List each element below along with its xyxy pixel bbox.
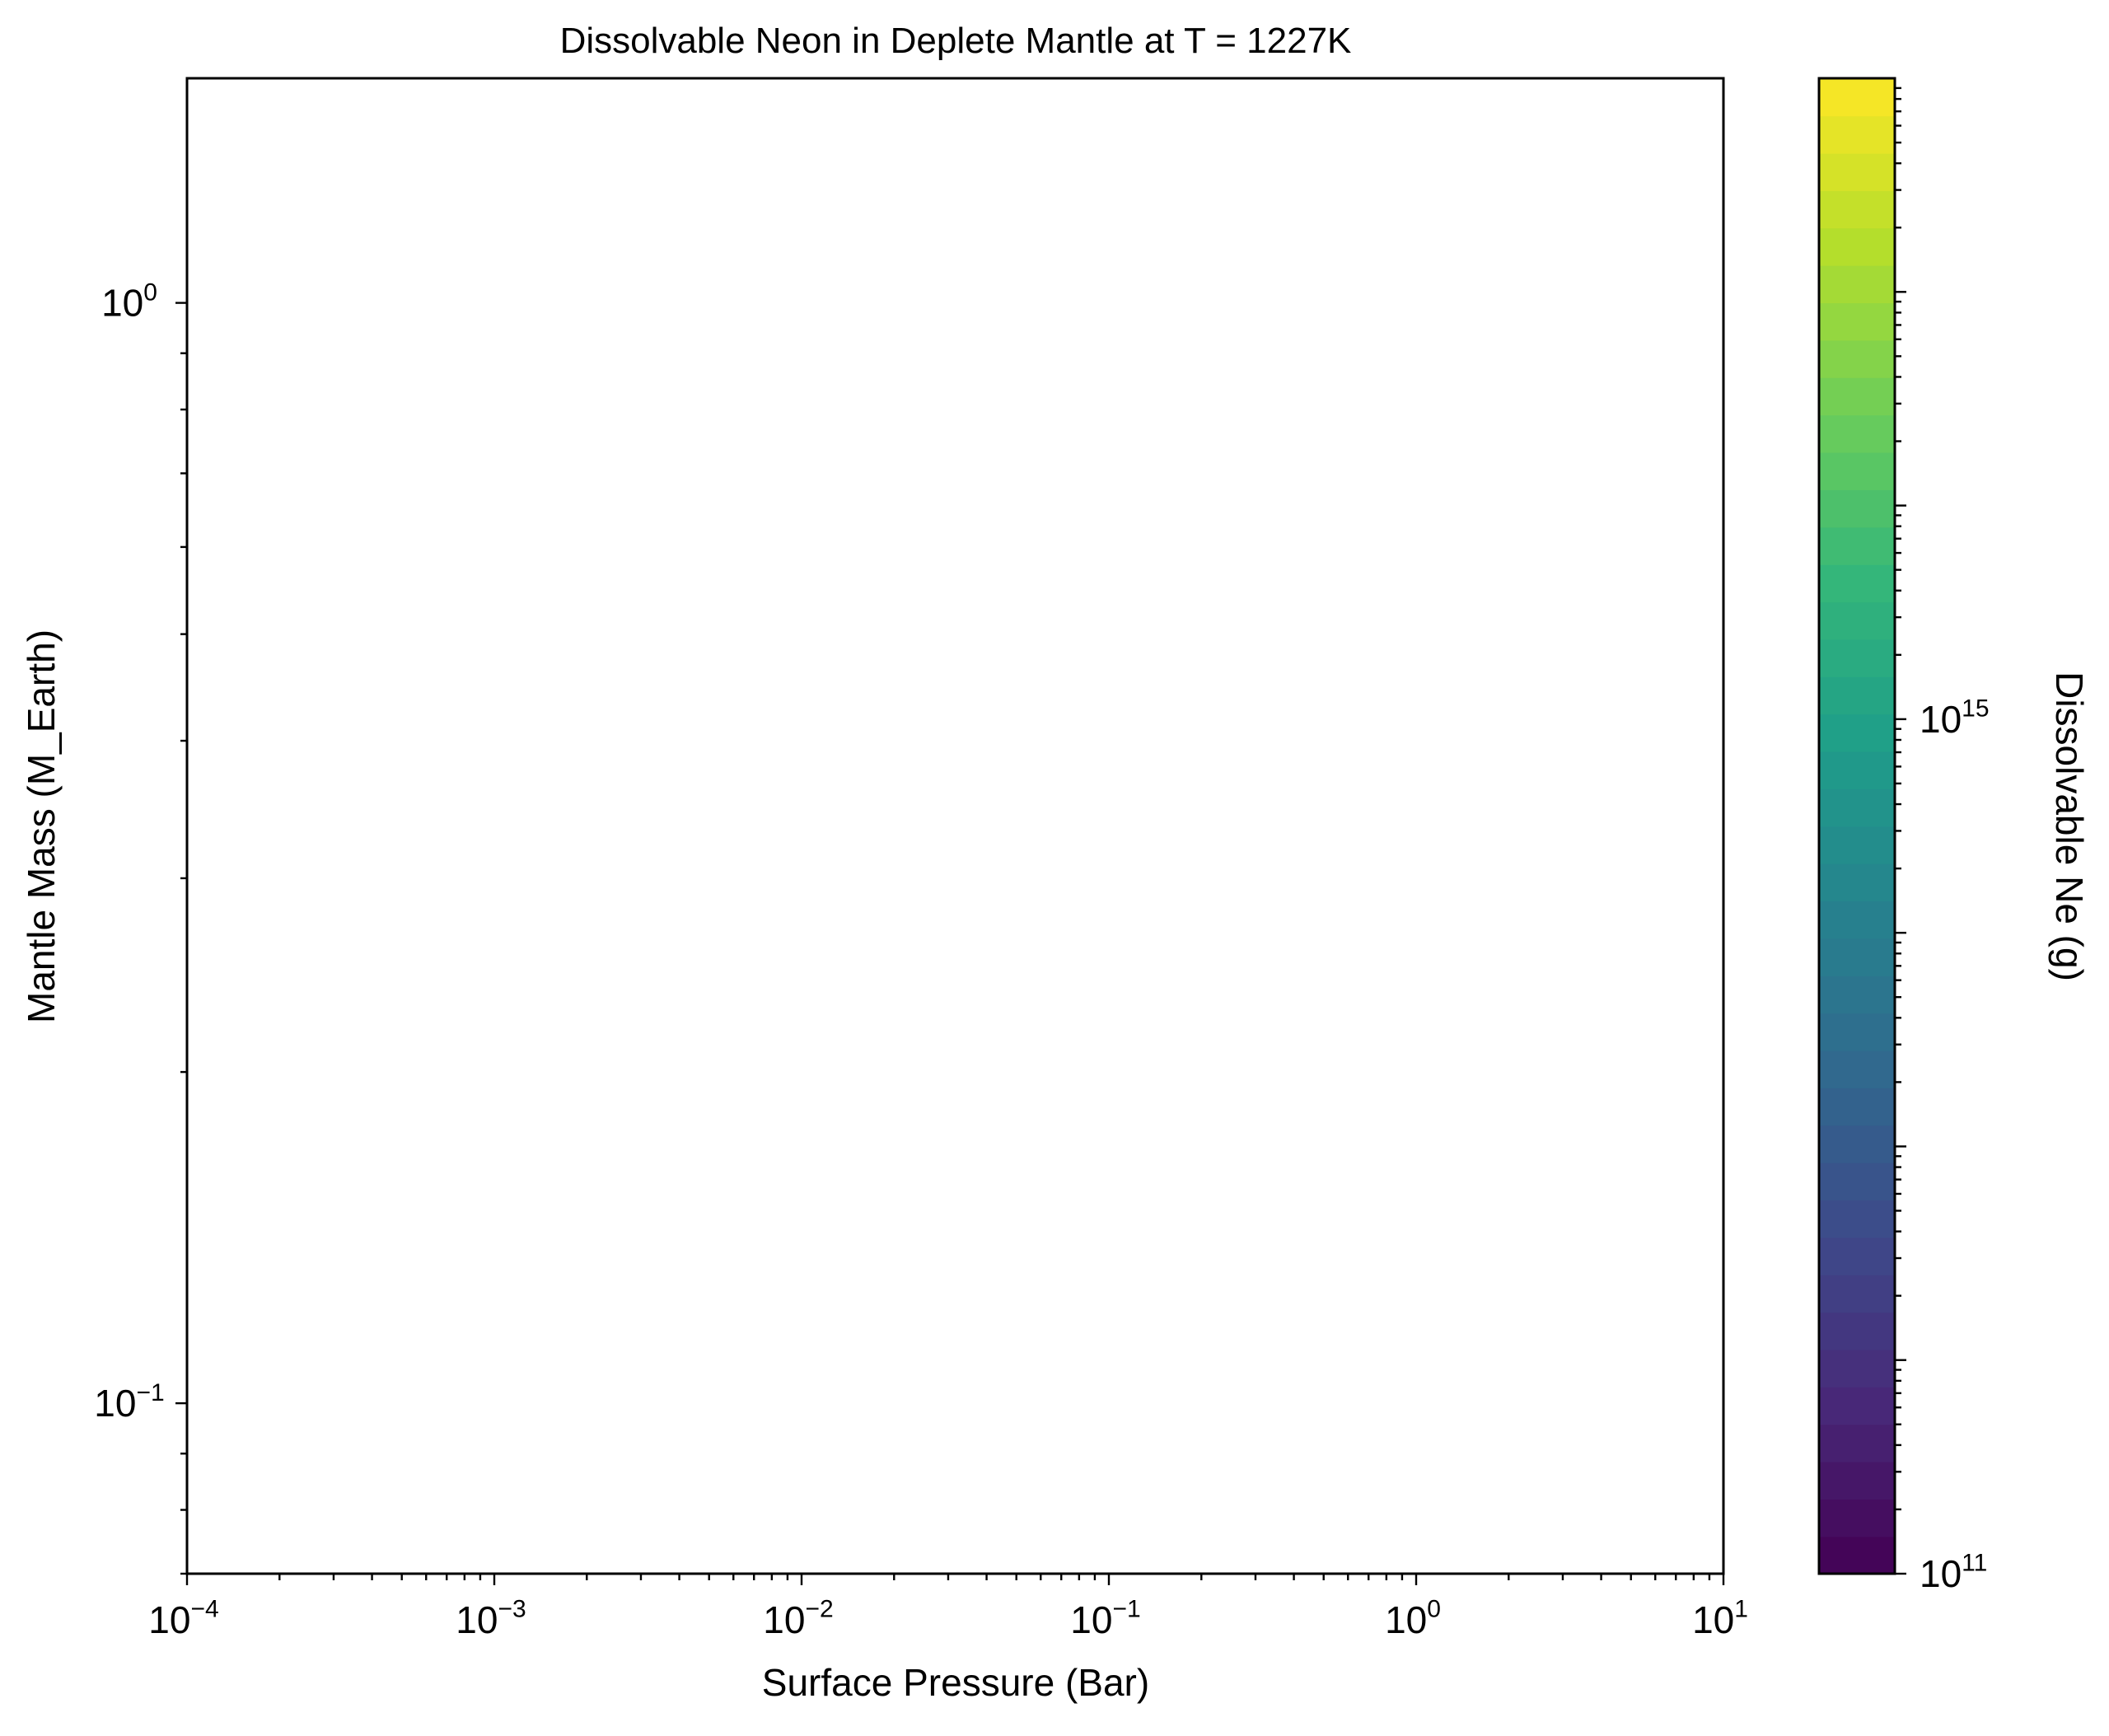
colorbar-level bbox=[1819, 115, 1895, 154]
colorbar-level bbox=[1819, 1275, 1895, 1313]
x-axis-label: Surface Pressure (Bar) bbox=[762, 1661, 1149, 1704]
colorbar-level bbox=[1819, 1536, 1895, 1575]
colorbar-tick-label: 1011 bbox=[1920, 1550, 1987, 1595]
x-tick-label: 101 bbox=[1692, 1596, 1748, 1641]
y-axis: 10−1 100 bbox=[94, 278, 187, 1575]
colorbar-level bbox=[1819, 1125, 1895, 1163]
colorbar-level bbox=[1819, 264, 1895, 304]
plot-area bbox=[185, 77, 1725, 1575]
x-tick-label: 10−2 bbox=[763, 1596, 833, 1641]
colorbar-axis: 1011 1015 bbox=[1895, 87, 1990, 1595]
colorbar-level bbox=[1819, 489, 1895, 528]
colorbar-swatches bbox=[1819, 78, 1895, 1575]
colorbar-level bbox=[1819, 377, 1895, 416]
colorbar-level bbox=[1819, 751, 1895, 789]
colorbar-level bbox=[1819, 414, 1895, 453]
colorbar-level bbox=[1819, 1013, 1895, 1051]
x-axis: 10−4 10−3 10−2 10−1 100 101 bbox=[148, 1574, 1748, 1641]
colorbar-level bbox=[1819, 227, 1895, 266]
colorbar-level bbox=[1819, 302, 1895, 341]
colorbar-level bbox=[1819, 1088, 1895, 1126]
colorbar-level bbox=[1819, 1237, 1895, 1275]
colorbar-level bbox=[1819, 1312, 1895, 1350]
colorbar-level bbox=[1819, 339, 1895, 378]
colorbar-level bbox=[1819, 78, 1895, 117]
colorbar-level bbox=[1819, 564, 1895, 603]
colorbar-level bbox=[1819, 639, 1895, 677]
colorbar-level bbox=[1819, 1349, 1895, 1387]
colorbar-level bbox=[1819, 976, 1895, 1014]
colorbar-level bbox=[1819, 452, 1895, 490]
colorbar-tick-label: 1015 bbox=[1920, 695, 1990, 741]
colorbar-level bbox=[1819, 190, 1895, 229]
colorbar-level bbox=[1819, 1200, 1895, 1238]
colorbar-level bbox=[1819, 714, 1895, 752]
y-tick-label: 100 bbox=[101, 278, 157, 324]
colorbar-level bbox=[1819, 901, 1895, 939]
chart-title: Dissolvable Neon in Deplete Mantle at T … bbox=[560, 21, 1352, 61]
colorbar-level bbox=[1819, 1461, 1895, 1500]
colorbar-frame bbox=[1817, 77, 1896, 1575]
colorbar-level bbox=[1819, 788, 1895, 827]
colorbar-level bbox=[1819, 863, 1895, 902]
y-tick-label: 10−1 bbox=[94, 1379, 164, 1425]
colorbar-level bbox=[1819, 601, 1895, 640]
y-axis-label: Mantle Mass (M_Earth) bbox=[20, 629, 63, 1023]
colorbar-label: Dissolvable Ne (g) bbox=[2048, 671, 2091, 981]
colorbar-level bbox=[1819, 1499, 1895, 1537]
x-tick-label: 10−3 bbox=[456, 1596, 526, 1641]
colorbar-level bbox=[1819, 152, 1895, 191]
colorbar-level bbox=[1819, 526, 1895, 565]
colorbar-level bbox=[1819, 1162, 1895, 1201]
colorbar-level bbox=[1819, 826, 1895, 864]
colorbar-level bbox=[1819, 676, 1895, 715]
colorbar-level bbox=[1819, 1424, 1895, 1462]
colorbar-level bbox=[1819, 938, 1895, 976]
colorbar-level bbox=[1819, 1050, 1895, 1088]
x-tick-label: 100 bbox=[1385, 1596, 1441, 1641]
x-tick-label: 10−1 bbox=[1070, 1596, 1140, 1641]
x-tick-label: 10−4 bbox=[148, 1596, 218, 1641]
colorbar-level bbox=[1819, 1387, 1895, 1425]
